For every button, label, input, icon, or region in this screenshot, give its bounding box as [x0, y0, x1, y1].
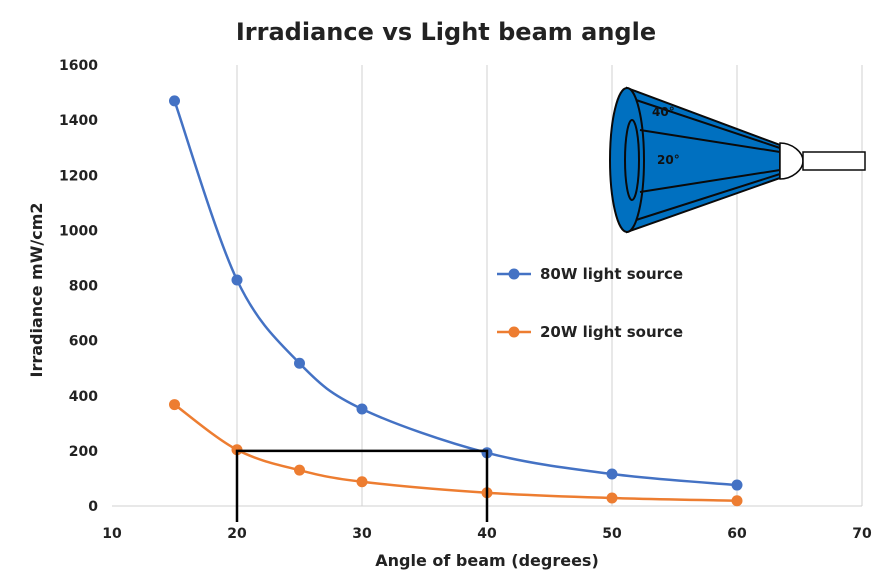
x-tick-label: 30 — [352, 526, 372, 542]
data-point — [356, 476, 368, 488]
legend-20w-label: 20W light source — [540, 323, 683, 341]
y-tick-label: 400 — [69, 389, 98, 405]
y-tick-label: 1000 — [59, 223, 98, 239]
chart-title: Irradiance vs Light beam angle — [236, 18, 656, 46]
y-tick-label: 800 — [69, 279, 98, 295]
y-tick-label: 600 — [69, 334, 98, 350]
angle-label-20: 20° — [657, 153, 680, 167]
beam-cone — [626, 86, 781, 234]
x-tick-label: 40 — [477, 526, 497, 542]
y-tick-label: 1200 — [59, 168, 98, 184]
data-point — [169, 399, 180, 411]
data-point — [231, 274, 243, 286]
y-tick-labels: 0 200 400 600 800 1000 1200 1400 1600 — [59, 58, 98, 515]
beam-line-20-top — [639, 129, 781, 153]
x-tick-label: 60 — [727, 526, 747, 542]
data-point — [169, 95, 180, 107]
annotation-bracket — [235, 449, 489, 522]
x-tick-label: 70 — [852, 526, 872, 542]
beam-line-40-top — [635, 99, 781, 149]
beam-line-20-bottom — [639, 169, 781, 193]
legend-item-20w: 20W light source — [497, 323, 683, 341]
y-tick-label: 200 — [69, 444, 98, 460]
grid-lines — [236, 65, 863, 506]
y-tick-label: 0 — [88, 499, 98, 515]
y-tick-label: 1400 — [59, 113, 98, 129]
light-beam-illustration: 40° 20° — [609, 86, 866, 234]
series-layer — [169, 95, 743, 507]
series-0 — [169, 95, 743, 491]
data-point — [294, 357, 305, 369]
legend-item-80w: 80W light source — [497, 265, 683, 283]
angle-label-40: 40° — [652, 105, 675, 119]
legend: 80W light source 20W light source — [497, 265, 683, 341]
annotation-box — [235, 449, 489, 522]
x-tick-label: 20 — [227, 526, 247, 542]
beam-line-40-bottom — [635, 173, 781, 221]
lamp-handle — [802, 151, 866, 171]
legend-80w-label: 80W light source — [540, 265, 683, 283]
x-tick-label: 50 — [602, 526, 622, 542]
data-point — [731, 479, 743, 491]
lamp-head — [779, 142, 804, 180]
data-point — [356, 403, 368, 415]
series-line — [173, 403, 738, 503]
x-axis-title: Angle of beam (degrees) — [375, 551, 599, 570]
x-tick-label: 10 — [102, 526, 122, 542]
beam-inner-ring — [624, 119, 640, 201]
x-tick-labels: 10 20 30 40 50 60 70 — [102, 526, 872, 542]
y-tick-label: 1600 — [59, 58, 98, 74]
data-point — [606, 468, 618, 480]
data-point — [731, 495, 743, 507]
data-point — [294, 464, 305, 476]
data-point — [606, 492, 618, 504]
series-1 — [169, 399, 743, 507]
y-axis-title: Irradiance mW/cm2 — [27, 202, 46, 377]
legend-80w-marker — [508, 268, 520, 280]
legend-20w-marker — [508, 326, 520, 338]
